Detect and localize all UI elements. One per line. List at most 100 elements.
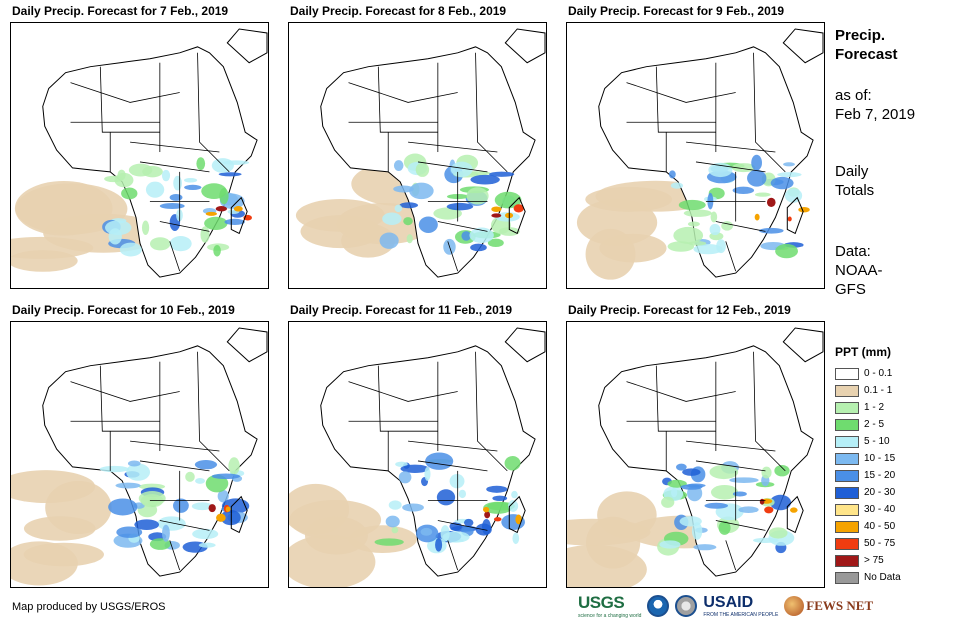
legend-item: 1 - 2 <box>835 399 901 416</box>
precip-blob <box>769 494 792 511</box>
country-border <box>159 520 210 531</box>
precip-blob <box>729 477 759 484</box>
precip-blob <box>395 461 408 467</box>
heavy-precip-spot <box>233 206 243 212</box>
heavy-precip-spot <box>766 197 776 207</box>
heavy-precip-spot <box>515 514 522 525</box>
precip-blob <box>709 464 739 480</box>
heavy-precip-spot <box>491 213 502 218</box>
country-border <box>348 381 458 402</box>
legend-label: 10 - 15 <box>864 453 896 464</box>
country-border <box>130 141 220 153</box>
precip-blob <box>145 181 165 198</box>
precip-blob <box>127 460 141 467</box>
heavy-precip-spot <box>484 511 491 519</box>
precip-blob <box>219 188 229 205</box>
country-border <box>686 141 776 153</box>
precip-blob <box>398 471 412 484</box>
legend-item: 10 - 15 <box>835 450 901 467</box>
legend-label: 20 - 30 <box>864 487 896 498</box>
heavy-precip-spot <box>215 206 228 212</box>
precip-blob <box>424 467 431 481</box>
country-border <box>437 221 488 232</box>
legend-item: No Data <box>835 569 901 586</box>
panel-title-1: Daily Precip. Forecast for 7 Feb., 2019 <box>12 4 229 18</box>
precip-blob <box>394 204 403 213</box>
country-border <box>197 52 230 173</box>
precip-blob <box>185 471 195 482</box>
precip-blob <box>196 157 206 171</box>
country-border <box>70 82 180 103</box>
country-border <box>725 241 737 272</box>
side-asof-date: Feb 7, 2019 <box>835 106 916 123</box>
legend-item: 30 - 40 <box>835 501 901 518</box>
map-svg-4 <box>11 327 268 586</box>
legend-item: 2 - 5 <box>835 416 901 433</box>
precip-blob <box>682 468 701 476</box>
legend-item: 40 - 50 <box>835 518 901 535</box>
panel-title-5: Daily Precip. Forecast for 11 Feb., 2019 <box>290 303 513 317</box>
precip-blob <box>470 174 500 185</box>
precip-blob <box>200 226 210 243</box>
side-asof-label: as of: <box>835 87 872 104</box>
precip-blob <box>659 540 681 549</box>
precip-blob <box>687 221 700 227</box>
map-panel-2 <box>288 22 547 289</box>
precip-blob <box>511 490 518 499</box>
precip-blob <box>205 474 229 493</box>
country-border <box>99 365 160 432</box>
country-border <box>130 440 220 452</box>
precip-blob <box>217 489 229 503</box>
country-border <box>348 82 458 103</box>
dry-zone-patch <box>295 199 385 232</box>
precip-blob <box>218 172 242 177</box>
country-border <box>655 66 716 133</box>
legend-item: > 75 <box>835 552 901 569</box>
map-panel-5 <box>288 321 547 588</box>
legend-swatch <box>835 367 859 380</box>
precip-blob <box>673 226 704 244</box>
precip-blob <box>512 532 520 545</box>
panel-title-4: Daily Precip. Forecast for 10 Feb., 2019 <box>12 303 235 317</box>
legend-swatch <box>835 520 859 533</box>
precip-blob <box>393 185 414 193</box>
precip-blob <box>461 231 472 241</box>
country-border <box>655 365 716 432</box>
precip-blob <box>195 478 206 484</box>
arabia-outline <box>782 28 824 64</box>
government-seal-icon <box>675 595 698 617</box>
precip-blob <box>754 192 771 197</box>
country-border <box>715 221 766 232</box>
precip-blob <box>738 506 759 514</box>
precip-blob <box>752 537 779 544</box>
madagascar-outline <box>786 495 804 534</box>
precip-blob <box>770 176 794 190</box>
legend-label: 2 - 5 <box>864 419 885 430</box>
legend-item: 0.1 - 1 <box>835 382 901 399</box>
precip-blob <box>721 221 733 231</box>
country-border <box>725 540 737 571</box>
madagascar-outline <box>230 196 248 235</box>
precip-blob <box>469 227 494 243</box>
legend-item: 20 - 30 <box>835 484 901 501</box>
precip-blob <box>492 495 508 502</box>
usaid-tagline: FROM THE AMERICAN PEOPLE <box>703 612 779 618</box>
side-asof: as of: Feb 7, 2019 <box>835 86 915 124</box>
precip-blob <box>385 515 400 528</box>
precip-blob <box>470 243 487 252</box>
arabia-outline <box>782 327 824 363</box>
legend-swatch <box>835 435 859 448</box>
precip-blob <box>761 466 772 479</box>
heavy-precip-spot <box>493 517 502 522</box>
panel-title-2: Daily Precip. Forecast for 8 Feb., 2019 <box>290 4 507 18</box>
heavy-precip-spot <box>787 216 792 222</box>
heavy-precip-spot <box>205 211 218 216</box>
legend-swatch <box>835 452 859 465</box>
precip-blob <box>693 544 717 551</box>
map-svg-5 <box>289 327 546 587</box>
country-border <box>169 540 181 571</box>
heavy-precip-spot <box>764 506 774 514</box>
usgs-logo: USGS science for a changing world <box>578 593 641 619</box>
legend-item: 50 - 75 <box>835 535 901 552</box>
legend-swatch <box>835 537 859 550</box>
